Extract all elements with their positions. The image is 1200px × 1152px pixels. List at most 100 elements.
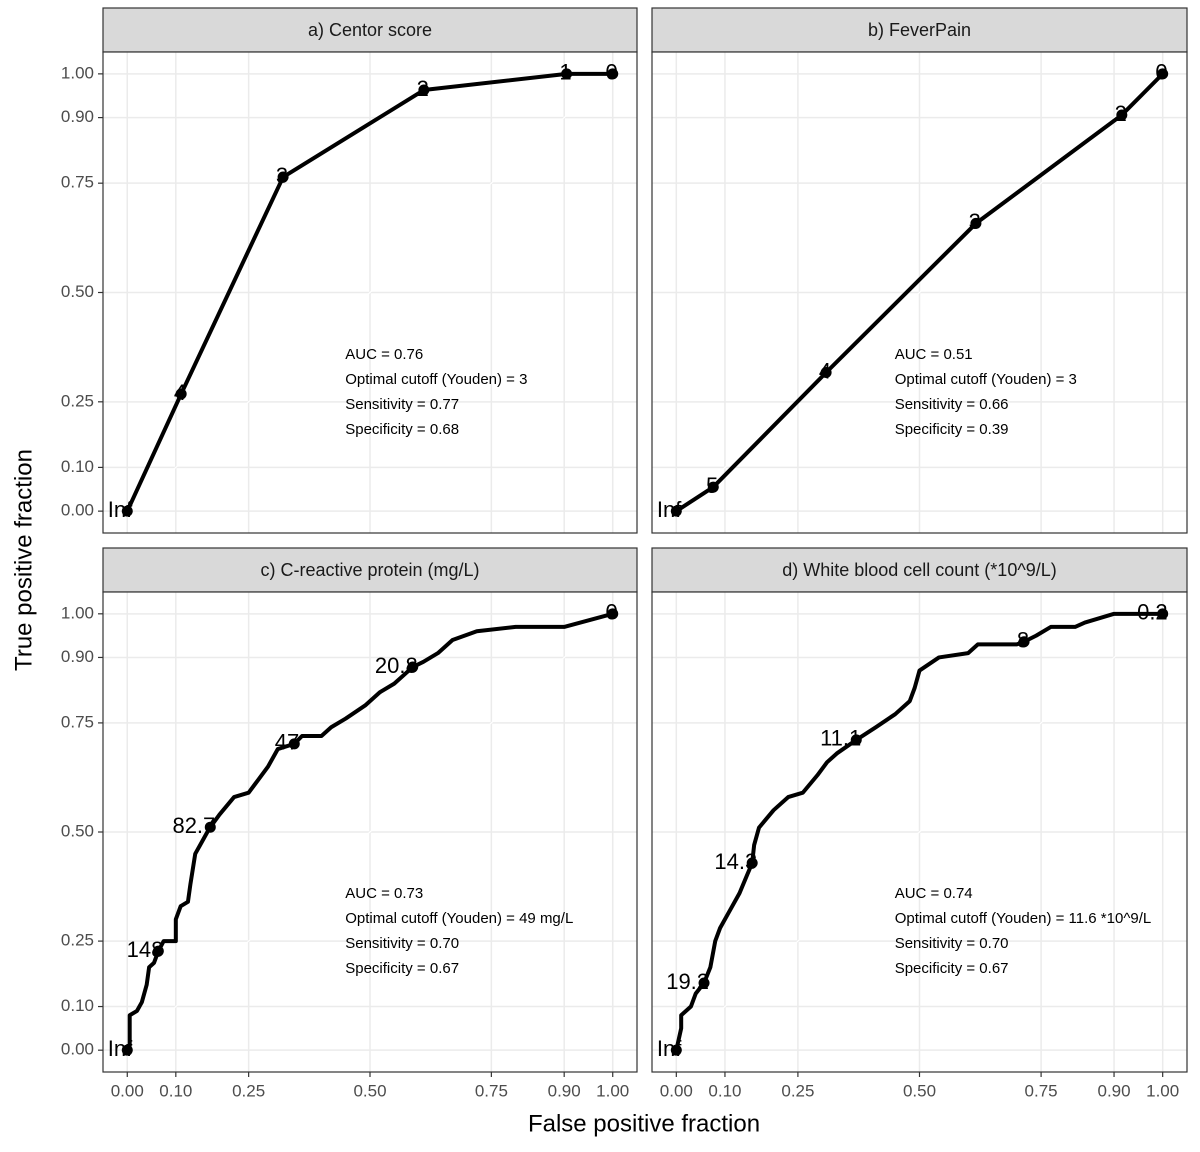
y-tick-label: 0.90 <box>61 647 94 666</box>
cutoff-label: 14.3 <box>714 849 757 874</box>
reference-line <box>126 613 614 1051</box>
x-tick-label: 0.25 <box>781 1081 814 1100</box>
cutoff-point <box>850 734 862 746</box>
cutoff-label: 0 <box>1155 60 1167 85</box>
cutoff-point <box>707 481 719 493</box>
cutoff-label: Inf <box>108 497 133 522</box>
annotation: Sensitivity = 0.70 <box>345 935 459 952</box>
cutoff-point <box>670 505 682 517</box>
cutoff-label: 1 <box>559 60 571 85</box>
y-tick-label: 0.00 <box>61 501 94 520</box>
cutoff-point <box>418 84 430 96</box>
cutoff-point <box>1157 68 1169 80</box>
cutoff-label: 4 <box>174 380 186 405</box>
annotation: AUC = 0.74 <box>895 885 973 902</box>
panel-title: d) White blood cell count (*10^9/L) <box>782 560 1057 580</box>
reference-line <box>675 613 1164 1051</box>
cutoff-label: 8 <box>1017 628 1029 653</box>
cutoff-label: Inf <box>657 1036 682 1061</box>
cutoff-point <box>175 388 187 400</box>
panel-strip <box>651 7 1188 53</box>
y-tick-label: 0.10 <box>61 457 94 476</box>
x-tick-label: 0.25 <box>232 1081 265 1100</box>
x-tick-label: 0.00 <box>111 1081 144 1100</box>
panel: Inf 4 3 2 1 0 AUC = 0.76 Optimal cutoff (Youden… <box>103 52 637 533</box>
y-tick-label: 1.00 <box>61 63 94 82</box>
cutoff-point <box>607 608 619 620</box>
y-tick-label: 0.75 <box>61 712 94 731</box>
roc-curve <box>125 71 613 512</box>
cutoff-label: 3 <box>969 209 981 234</box>
annotation: Optimal cutoff (Youden) = 49 mg/L <box>345 910 573 927</box>
roc-curve <box>675 72 1165 513</box>
annotation: Sensitivity = 0.70 <box>895 935 1009 952</box>
x-tick-label: 0.90 <box>1097 1081 1130 1100</box>
annotation: Sensitivity = 0.66 <box>895 396 1009 413</box>
cutoff-point <box>698 977 710 989</box>
x-tick-label: 0.75 <box>1025 1081 1058 1100</box>
y-axis-label: True positive fraction <box>10 449 37 671</box>
annotation: AUC = 0.76 <box>345 346 423 363</box>
x-axis-label: False positive fraction <box>528 1110 760 1137</box>
x-tick-label: 0.10 <box>708 1081 741 1100</box>
annotation: Specificity = 0.39 <box>895 421 1009 438</box>
annotation: Sensitivity = 0.77 <box>345 396 459 413</box>
panel: Inf 19.2 14.3 11.1 8 0.2 AUC = 0.74 Optimal cut… <box>652 592 1187 1072</box>
cutoff-label: 2 <box>417 76 429 101</box>
cutoff-point <box>407 661 419 673</box>
y-tick-label: 0.90 <box>61 107 94 126</box>
cutoff-point <box>288 738 300 750</box>
y-tick-label: 0.00 <box>61 1040 94 1059</box>
cutoff-label: 3 <box>276 163 288 188</box>
panel-strip <box>102 7 638 53</box>
cutoff-point <box>970 217 982 229</box>
y-tick-label: 1.00 <box>61 603 94 622</box>
y-tick-label: 0.25 <box>61 391 94 410</box>
cutoff-label: 148 <box>127 937 164 962</box>
cutoff-point <box>1116 109 1128 121</box>
x-tick-label: 0.90 <box>548 1081 581 1100</box>
panel-title: a) Centor score <box>308 20 432 40</box>
y-tick-label: 0.10 <box>61 996 94 1015</box>
cutoff-label: 47 <box>275 730 299 755</box>
panel-title: c) C-reactive protein (mg/L) <box>260 560 479 580</box>
annotation: Optimal cutoff (Youden) = 3 <box>895 371 1077 388</box>
annotation: Specificity = 0.67 <box>345 960 459 977</box>
cutoff-point <box>607 68 619 80</box>
cutoff-label: 82.7 <box>172 813 215 838</box>
panel-strip <box>651 547 1188 593</box>
cutoff-point <box>1157 608 1169 620</box>
annotation: AUC = 0.51 <box>895 346 973 363</box>
panel-border <box>651 51 1188 534</box>
panel-title: b) FeverPain <box>868 20 971 40</box>
cutoff-point <box>670 1044 682 1056</box>
cutoff-point <box>1018 636 1030 648</box>
annotation: Optimal cutoff (Youden) = 11.6 *10^9/L <box>895 910 1152 927</box>
cutoff-label: 5 <box>706 473 718 498</box>
cutoff-label: 0 <box>605 60 617 85</box>
cutoff-label: Inf <box>108 1036 133 1061</box>
panel: Inf 148 82.7 47 20.8 0 AUC = 0.73 Optimal cutof… <box>103 592 637 1072</box>
annotation: AUC = 0.73 <box>345 885 423 902</box>
x-tick-label: 0.00 <box>660 1081 693 1100</box>
annotation: Specificity = 0.67 <box>895 960 1009 977</box>
cutoff-point <box>204 821 216 833</box>
cutoff-point <box>121 1044 133 1056</box>
cutoff-label: 19.2 <box>666 969 709 994</box>
x-tick-label: 0.10 <box>159 1081 192 1100</box>
cutoff-label: Inf <box>657 497 682 522</box>
x-tick-label: 1.00 <box>596 1081 629 1100</box>
y-tick-label: 0.25 <box>61 931 94 950</box>
cutoff-label: 4 <box>819 358 831 383</box>
cutoff-point <box>561 68 573 80</box>
x-tick-label: 0.75 <box>475 1081 508 1100</box>
cutoff-label: 0.2 <box>1137 600 1168 625</box>
reference-line <box>126 73 614 512</box>
cutoff-point <box>277 171 289 183</box>
y-tick-label: 0.50 <box>61 821 94 840</box>
panel: Inf 5 4 3 2 0 AUC = 0.51 Optimal cutoff (Youden… <box>652 52 1187 533</box>
cutoff-label: 20.8 <box>375 653 418 678</box>
x-tick-label: 1.00 <box>1146 1081 1179 1100</box>
cutoff-point <box>121 505 133 517</box>
